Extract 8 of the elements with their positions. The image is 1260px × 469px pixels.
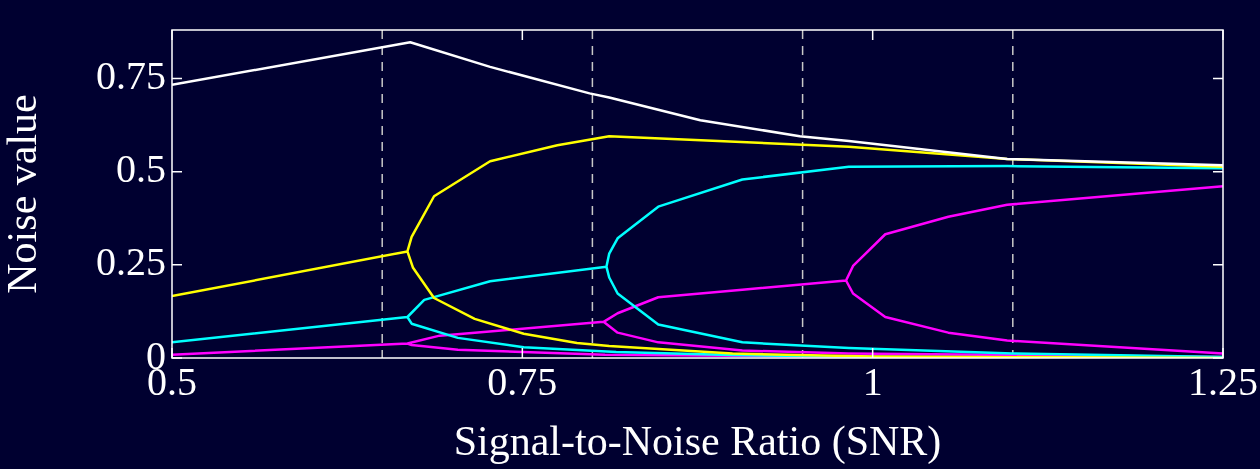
y-tick-label: 0.75: [96, 52, 166, 98]
x-axis-title: Signal-to-Noise Ratio (SNR): [453, 417, 942, 465]
x-tick-label: 0.75: [487, 358, 558, 404]
y-tick-label: 0.25: [96, 239, 166, 285]
x-tick-label: 1: [862, 358, 883, 404]
y-axis-title: Noise value: [0, 94, 46, 294]
x-tick-label: 1.25: [1188, 358, 1258, 404]
y-tick-label: 0.5: [116, 146, 166, 192]
